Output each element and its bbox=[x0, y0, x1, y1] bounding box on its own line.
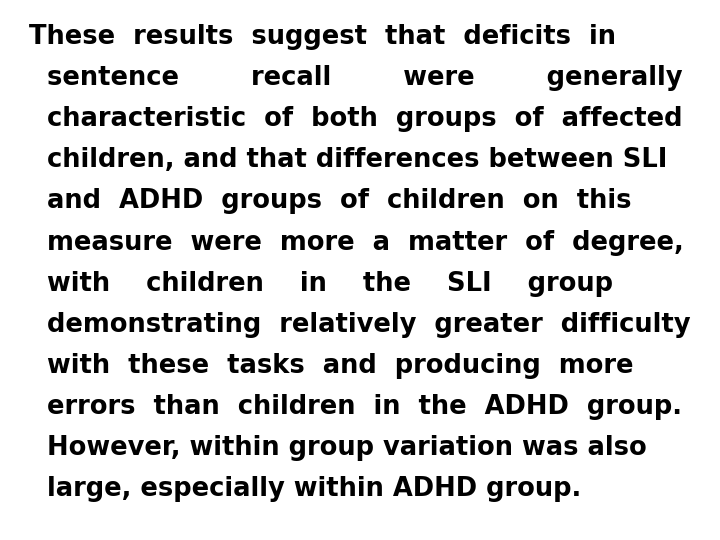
Text: with    children    in    the    SLI    group: with children in the SLI group bbox=[29, 271, 613, 296]
Text: measure  were  more  a  matter  of  degree,: measure were more a matter of degree, bbox=[29, 230, 683, 255]
Text: sentence        recall        were        generally: sentence recall were generally bbox=[29, 65, 683, 91]
Text: errors  than  children  in  the  ADHD  group.: errors than children in the ADHD group. bbox=[29, 394, 682, 420]
Text: characteristic  of  both  groups  of  affected: characteristic of both groups of affecte… bbox=[29, 106, 683, 132]
Text: demonstrating  relatively  greater  difficulty: demonstrating relatively greater difficu… bbox=[29, 312, 690, 338]
Text: with  these  tasks  and  producing  more: with these tasks and producing more bbox=[29, 353, 634, 379]
Text: and  ADHD  groups  of  children  on  this: and ADHD groups of children on this bbox=[29, 188, 631, 214]
Text: These  results  suggest  that  deficits  in: These results suggest that deficits in bbox=[29, 24, 616, 50]
Text: However, within group variation was also: However, within group variation was also bbox=[29, 435, 647, 461]
Text: children, and that differences between SLI: children, and that differences between S… bbox=[29, 147, 667, 173]
Text: large, especially within ADHD group.: large, especially within ADHD group. bbox=[29, 476, 581, 502]
